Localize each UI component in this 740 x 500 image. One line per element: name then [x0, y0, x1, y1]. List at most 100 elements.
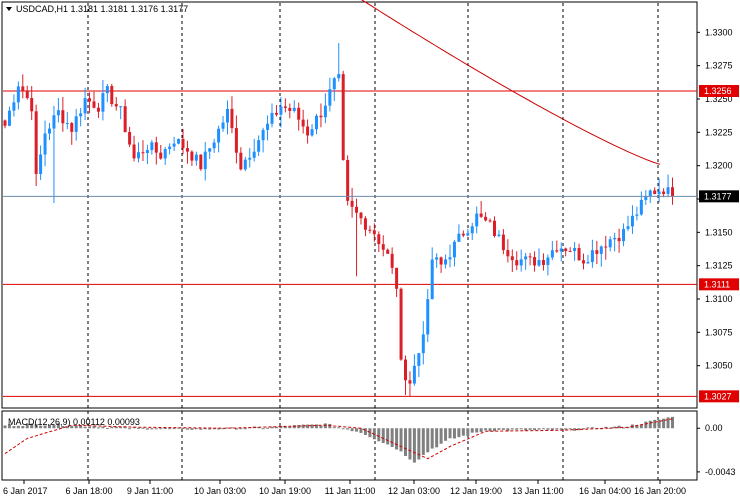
macd-bar	[497, 428, 501, 430]
macd-bar	[310, 424, 314, 429]
macd-bar	[56, 423, 60, 429]
macd-bar	[88, 426, 92, 429]
macd-bar	[541, 428, 545, 430]
macd-bar	[648, 420, 652, 429]
dropdown-triangle-icon[interactable]	[6, 7, 12, 11]
candle-body	[92, 101, 96, 108]
candle-body	[48, 128, 51, 134]
candle-body	[119, 106, 123, 108]
candle-body	[203, 151, 207, 170]
macd-bar	[653, 419, 657, 429]
candle-body	[444, 259, 448, 265]
candle-body	[533, 257, 537, 266]
macd-bar	[194, 428, 198, 430]
macd-bar	[48, 424, 51, 429]
price-tick-label: 1.3125	[705, 261, 733, 271]
macd-bar	[243, 428, 247, 430]
macd-bar	[577, 428, 581, 431]
macd-bar	[70, 425, 74, 429]
macd-bar	[168, 428, 172, 430]
candle-body	[639, 199, 643, 215]
candle-body	[243, 159, 247, 170]
candle-body	[319, 115, 323, 118]
candle-body	[332, 78, 336, 90]
macd-bar	[96, 427, 100, 429]
macd-bar	[341, 428, 345, 430]
candle-body	[568, 251, 572, 253]
candle-body	[172, 143, 176, 147]
macd-bar	[657, 419, 661, 429]
macd-bar	[608, 427, 612, 429]
macd-bar	[34, 424, 38, 429]
candle-body	[412, 365, 416, 384]
macd-bar	[154, 428, 158, 430]
candle-body	[315, 115, 318, 130]
candle-body	[123, 106, 127, 133]
candle-body	[626, 226, 630, 229]
macd-bar	[226, 427, 229, 429]
macd-header: MACD(12,26,9) 0.00112 0.00093	[8, 417, 140, 427]
price-tick-label: 1.3300	[705, 27, 733, 37]
candle-body	[43, 133, 47, 155]
macd-bar	[448, 428, 452, 439]
macd-bar	[417, 428, 421, 460]
candle-body	[61, 110, 65, 124]
candle-body	[266, 123, 270, 130]
candle-body	[635, 214, 639, 216]
macd-bar	[466, 428, 470, 436]
candle-body	[217, 128, 221, 143]
price-tick-label: 1.3225	[705, 127, 733, 137]
macd-bar	[288, 426, 292, 429]
macd-bar	[16, 425, 20, 429]
macd-bar	[363, 428, 367, 435]
candle-body	[323, 105, 327, 118]
candle-body	[493, 220, 496, 236]
candle-body	[132, 144, 136, 159]
macd-bar	[261, 428, 265, 430]
macd-bar	[537, 428, 541, 430]
candle-body	[159, 152, 163, 159]
candle-body	[662, 191, 666, 194]
macd-bar	[404, 428, 407, 456]
candle-body	[470, 226, 474, 234]
candle-body	[328, 89, 332, 106]
candle-body	[52, 115, 56, 129]
candle-body	[239, 152, 243, 170]
macd-bar	[662, 418, 666, 429]
candle-body	[350, 200, 354, 207]
candle-body	[399, 288, 403, 360]
candle-body	[230, 108, 234, 129]
candle-body	[128, 132, 132, 145]
candle-body	[3, 120, 7, 126]
macd-tick-label: -0.0043	[705, 467, 736, 477]
macd-bar	[105, 428, 109, 430]
price-tag	[699, 85, 739, 97]
macd-bar	[510, 428, 514, 430]
price-tick-label: 1.3050	[705, 361, 733, 371]
macd-bar	[533, 428, 537, 431]
macd-bar	[519, 428, 523, 430]
time-tick-label: 10 Jan 03:00	[194, 486, 246, 496]
time-tick-label: 12 Jan 19:00	[450, 486, 502, 496]
candle-body	[555, 250, 559, 252]
macd-bar	[386, 428, 390, 445]
macd-bar	[150, 428, 154, 430]
price-tag-label: 1.3177	[704, 191, 732, 201]
price-tag	[699, 190, 739, 203]
candle-body	[417, 353, 421, 366]
candle-body	[386, 249, 390, 254]
price-tag-label: 1.3027	[704, 391, 732, 401]
candle-body	[96, 107, 100, 112]
candle-body	[137, 152, 140, 159]
candle-body	[79, 113, 83, 117]
macd-bar	[270, 426, 274, 429]
candle-body	[657, 191, 661, 195]
candle-body	[306, 126, 310, 136]
candle-body	[435, 257, 439, 260]
candle-body	[16, 86, 20, 103]
macd-bar	[550, 428, 554, 431]
candle-body	[488, 220, 492, 222]
macd-bar	[52, 424, 56, 429]
candle-body	[448, 257, 452, 260]
macd-bar	[266, 427, 270, 429]
